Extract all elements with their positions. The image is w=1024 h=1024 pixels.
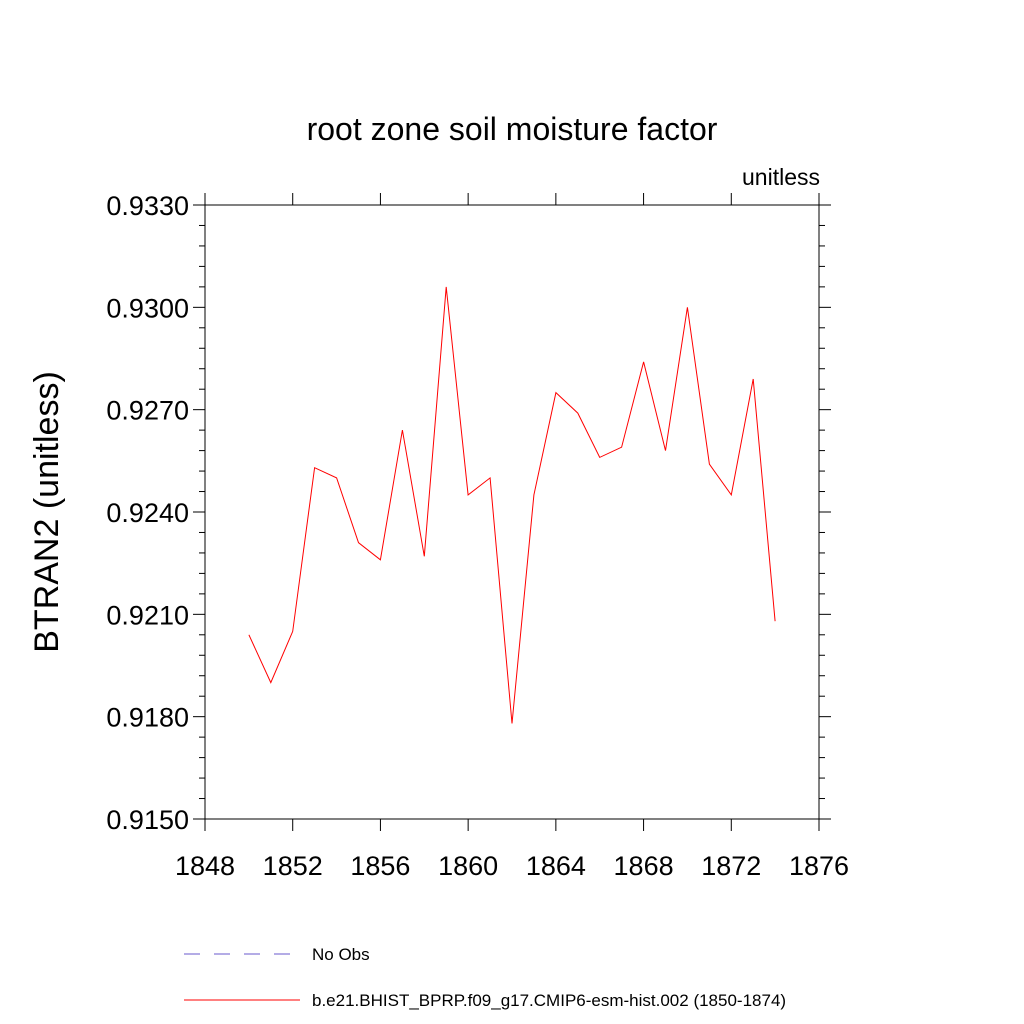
axis-ticks [193,193,831,831]
y-axis-label: BTRAN2 (unitless) [28,371,66,653]
x-tick-label: 1848 [175,851,235,881]
x-tick-label: 1856 [350,851,410,881]
x-tick-label: 1868 [614,851,674,881]
x-tick-labels: 1848 1852 1856 1860 1864 1868 1872 1876 [175,851,849,881]
y-tick-label: 0.9180 [106,703,189,733]
legend: No Obs b.e21.BHIST_BPRP.f09_g17.CMIP6-esm… [184,945,786,1010]
y-tick-label: 0.9150 [106,805,189,835]
x-tick-label: 1852 [263,851,323,881]
legend-label: No Obs [312,945,370,964]
y-tick-label: 0.9210 [106,600,189,630]
y-tick-label: 0.9300 [106,293,189,323]
plot-frame [204,204,820,820]
y-tick-label: 0.9270 [106,396,189,426]
x-tick-label: 1864 [526,851,586,881]
y-tick-label: 0.9330 [106,191,189,221]
y-tick-label: 0.9240 [106,498,189,528]
x-tick-label: 1876 [789,851,849,881]
y-tick-labels: 0.9150 0.9180 0.9210 0.9240 0.9270 0.9300 0.93… [106,191,189,835]
legend-label: b.e21.BHIST_BPRP.f09_g17.CMIP6-esm-hist.… [312,991,786,1010]
units-label: unitless [742,164,820,190]
data-series [248,286,776,724]
series-line [248,286,776,724]
chart-title: root zone soil moisture factor [307,111,718,147]
x-tick-label: 1872 [701,851,761,881]
x-tick-label: 1860 [438,851,498,881]
